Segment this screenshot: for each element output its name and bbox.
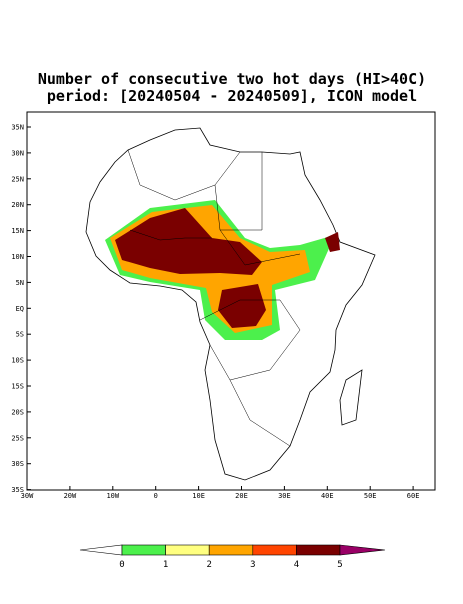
colorbar-label: 1 bbox=[163, 560, 168, 570]
colorbar-label: 0 bbox=[119, 560, 124, 570]
lon-label: 0 bbox=[154, 492, 158, 500]
map-area bbox=[26, 111, 436, 491]
colorbar-segment bbox=[296, 544, 341, 556]
lat-label: 15N bbox=[11, 227, 24, 235]
lat-label: 35S bbox=[11, 486, 24, 494]
lat-label: 20S bbox=[11, 408, 24, 416]
lon-label: 10W bbox=[106, 492, 119, 500]
borders bbox=[127, 149, 301, 447]
colorbar-label: 4 bbox=[294, 560, 299, 570]
lon-label: 50E bbox=[364, 492, 377, 500]
colorbar-label: 2 bbox=[206, 560, 211, 570]
lat-label: 10N bbox=[11, 253, 24, 261]
lat-labels: 35N 30N 25N 20N 15N 10N 5N EQ 5S 10S 15S 20S 25S 30S 3… bbox=[11, 124, 31, 494]
lon-label: 60E bbox=[407, 492, 420, 500]
colorbar-label: 3 bbox=[250, 560, 255, 570]
lat-label: 30N bbox=[11, 149, 24, 157]
hot-area-darkred bbox=[115, 208, 340, 328]
lon-labels: 30W 20W 10W 0 10E 20E 30E 40E 50E 60E bbox=[21, 486, 420, 500]
colorbar-segment bbox=[252, 544, 297, 556]
lon-label: 40E bbox=[321, 492, 334, 500]
colorbar-label: 5 bbox=[337, 560, 342, 570]
lat-label: EQ bbox=[16, 305, 24, 313]
colorbar: 0 1 2 3 4 5 bbox=[79, 544, 386, 570]
colorbar-end bbox=[339, 544, 386, 556]
title-line: period: [20240504 - 20240509], ICON mode… bbox=[47, 87, 417, 105]
lat-label: 5S bbox=[16, 331, 24, 339]
lon-label: 10E bbox=[192, 492, 205, 500]
title-line: Number of consecutive two hot days (HI>4… bbox=[38, 70, 426, 88]
colorbar-segment bbox=[165, 544, 210, 556]
lat-label: 25N bbox=[11, 175, 24, 183]
colorbar-segment bbox=[121, 544, 166, 556]
lat-label: 5N bbox=[16, 279, 24, 287]
colorbar-end bbox=[79, 544, 123, 556]
madagascar bbox=[339, 369, 363, 426]
lat-label: 35N bbox=[11, 124, 24, 132]
lat-label: 10S bbox=[11, 357, 24, 365]
lat-label: 20N bbox=[11, 201, 24, 209]
colorbar-segment bbox=[208, 544, 254, 556]
lon-label: 30E bbox=[278, 492, 291, 500]
lon-label: 20E bbox=[235, 492, 248, 500]
lon-label: 20W bbox=[64, 492, 77, 500]
lat-label: 15S bbox=[11, 383, 24, 391]
lat-label: 25S bbox=[11, 434, 24, 442]
lon-label: 30W bbox=[21, 492, 34, 500]
lat-label: 30S bbox=[11, 460, 24, 468]
